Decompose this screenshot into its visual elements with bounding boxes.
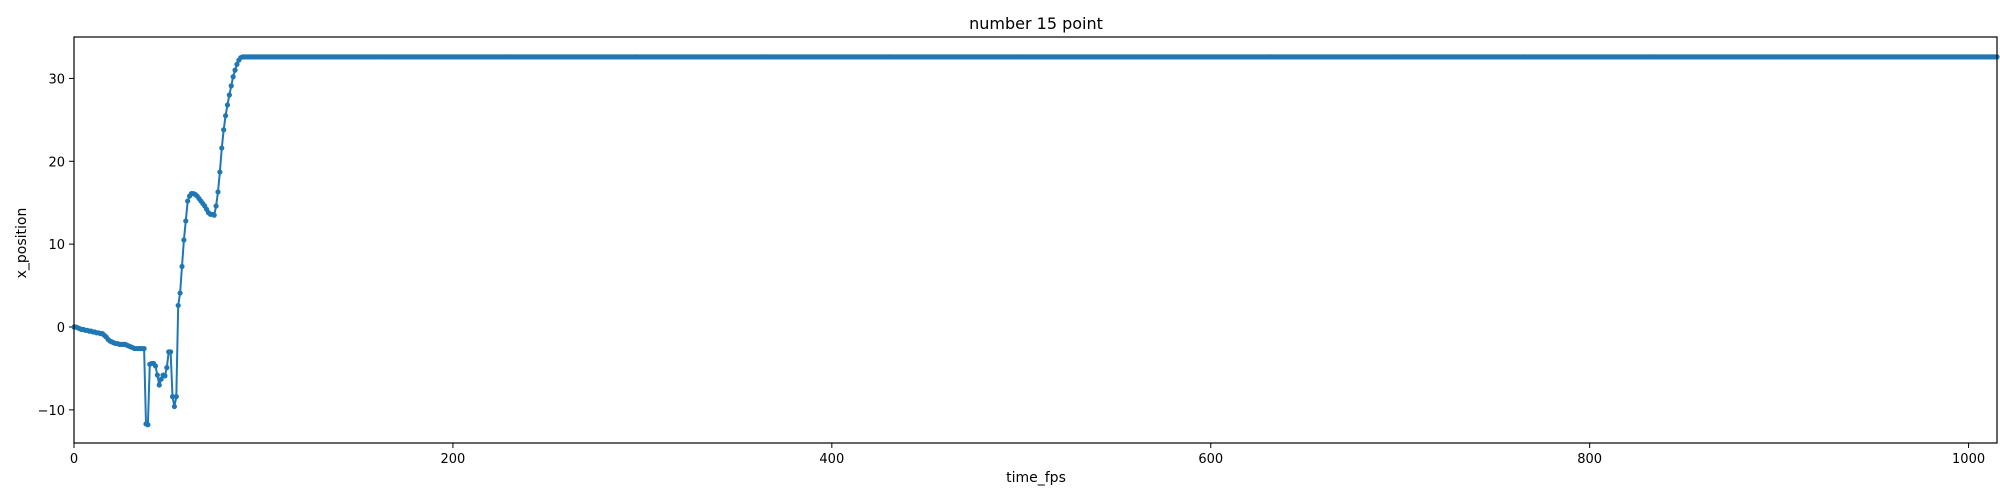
data-point (175, 302, 181, 309)
data-point (158, 376, 164, 382)
data-point (221, 127, 227, 133)
data-point (168, 349, 174, 355)
data-point (154, 372, 160, 378)
data-point (213, 203, 219, 209)
x-tick-label: 400 (819, 452, 844, 467)
y-tick-label: 20 (48, 155, 65, 170)
plot-frame (73, 36, 1998, 444)
data-point (211, 212, 217, 218)
data-point (156, 382, 162, 388)
data-point (230, 74, 236, 80)
y-axis-label: x_position (14, 208, 30, 279)
y-tick-label: 30 (48, 72, 65, 87)
data-point (217, 169, 223, 175)
data-point (164, 365, 170, 371)
data-point (215, 189, 221, 195)
series-layer (71, 54, 2000, 428)
x-tick-label: 600 (1198, 452, 1223, 467)
x-tick-label: 800 (1577, 452, 1602, 467)
data-point (228, 83, 234, 89)
y-tick-label: 10 (48, 238, 65, 253)
series-markers (71, 54, 2000, 428)
data-point (179, 263, 185, 270)
data-point (181, 237, 187, 243)
y-tick-label: 0 (57, 321, 65, 336)
data-point (171, 403, 178, 410)
data-point (177, 290, 183, 296)
x-axis: 0 200 400 600 800 1000 (70, 443, 1985, 467)
data-point (169, 394, 176, 400)
data-point (185, 198, 191, 204)
data-point (234, 61, 240, 67)
data-point (173, 394, 179, 400)
y-axis: −10 0 10 20 30 (38, 72, 74, 419)
data-point (219, 145, 225, 151)
data-point (141, 345, 147, 352)
x-tick-label: 0 (70, 452, 78, 467)
x-tick-label: 1000 (1952, 452, 1985, 467)
x-tick-label: 200 (441, 452, 466, 467)
data-point (162, 373, 168, 379)
chart-title: number 15 point (969, 14, 1103, 33)
x-axis-label: time_fps (1006, 470, 1066, 486)
data-point (222, 113, 229, 119)
data-point (232, 67, 238, 73)
data-point (183, 218, 189, 224)
data-point (152, 363, 159, 369)
data-point (145, 422, 151, 428)
y-tick-label: −10 (38, 404, 65, 419)
data-point (226, 92, 232, 98)
data-point (224, 102, 231, 108)
